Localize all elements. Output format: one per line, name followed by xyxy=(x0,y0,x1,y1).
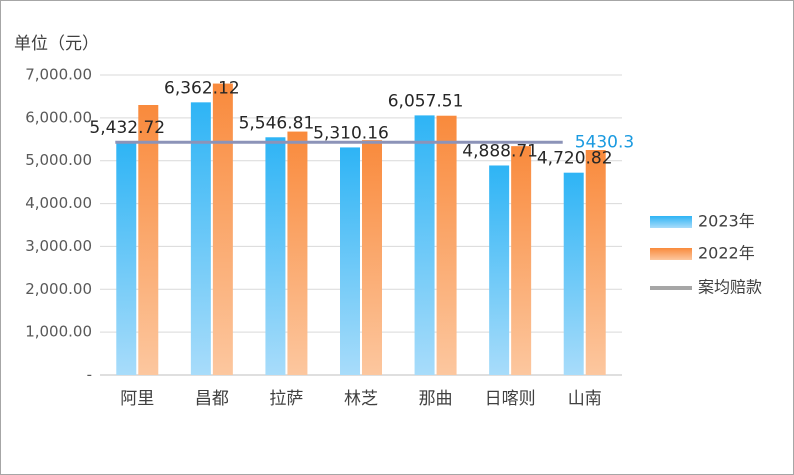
y-tick-label: 2,000.00 xyxy=(25,280,92,298)
y-tick-label: 7,000.00 xyxy=(25,66,92,84)
bar xyxy=(436,115,457,375)
y-tick-label: 3,000.00 xyxy=(25,237,92,255)
data-label: 5430.3 xyxy=(575,132,634,152)
bar xyxy=(265,137,286,375)
data-label: 4,720.82 xyxy=(537,149,613,169)
y-tick-label: 6,000.00 xyxy=(25,108,92,126)
x-tick-label: 日喀则 xyxy=(485,389,536,409)
bar xyxy=(511,146,532,375)
legend-label: 2022年 xyxy=(698,244,755,263)
data-label: 6,057.51 xyxy=(388,91,464,111)
data-label: 4,888.71 xyxy=(462,141,538,161)
y-tick-label: 5,000.00 xyxy=(25,151,92,169)
bar xyxy=(489,165,510,375)
bar xyxy=(563,172,584,375)
legend-swatch xyxy=(650,216,692,228)
bar xyxy=(585,150,606,375)
data-label: 6,362.12 xyxy=(164,78,240,98)
bar xyxy=(212,83,233,376)
y-tick-label: 4,000.00 xyxy=(25,194,92,212)
data-label: 5,546.81 xyxy=(239,113,315,133)
x-tick-label: 山南 xyxy=(568,389,602,409)
bar xyxy=(340,147,360,375)
bar xyxy=(138,105,159,375)
legend-label: 2023年 xyxy=(698,212,755,231)
bar xyxy=(116,142,137,375)
bar xyxy=(362,140,382,375)
bar xyxy=(414,115,435,375)
bar xyxy=(190,102,211,376)
x-tick-label: 拉萨 xyxy=(269,389,303,409)
legend-label: 案均赔款 xyxy=(698,278,762,297)
x-tick-label: 林芝 xyxy=(344,389,378,409)
x-tick-label: 阿里 xyxy=(120,389,154,409)
legend-swatch xyxy=(650,248,692,260)
data-label: 5,310.16 xyxy=(313,123,389,143)
data-label: 5,432.72 xyxy=(89,118,165,138)
x-tick-label: 那曲 xyxy=(419,389,453,409)
y-tick-label: 1,000.00 xyxy=(25,323,92,341)
bar xyxy=(287,131,308,375)
y-axis-label: 单位（元） xyxy=(14,34,99,54)
x-tick-label: 昌都 xyxy=(195,389,229,409)
y-tick-label: - xyxy=(87,366,92,384)
